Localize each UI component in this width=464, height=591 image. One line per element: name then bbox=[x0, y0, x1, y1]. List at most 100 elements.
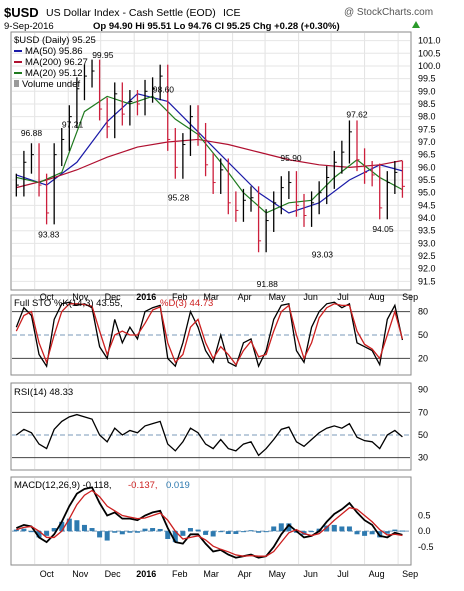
macd-histogram-bar bbox=[36, 531, 42, 538]
price-y-tick-label: 93.0 bbox=[418, 238, 436, 248]
x-tick-label: Jun bbox=[303, 292, 318, 302]
price-y-tick-label: 99.0 bbox=[418, 86, 436, 96]
macd-histogram-bar bbox=[59, 521, 65, 532]
macd-histogram-bar bbox=[263, 531, 269, 533]
x-tick-label: Dec bbox=[105, 292, 122, 302]
macd-histogram-bar bbox=[13, 529, 19, 532]
macd-histogram-bar bbox=[218, 531, 224, 533]
macd-histogram-bar bbox=[331, 524, 337, 532]
sto-legend-label: %D(3) 44.73 bbox=[160, 298, 213, 309]
macd-histogram-bar bbox=[392, 529, 398, 532]
macd-histogram-bar bbox=[180, 531, 186, 536]
series-layer bbox=[13, 59, 405, 559]
macd-histogram-bar bbox=[354, 531, 360, 535]
x-tick-label: Feb bbox=[172, 292, 188, 302]
volume-legend-swatch bbox=[14, 80, 19, 87]
price-y-tick-label: 91.5 bbox=[418, 276, 436, 286]
macd-histogram-bar bbox=[134, 531, 140, 533]
price-annotation: 95.28 bbox=[168, 193, 190, 203]
macd-histogram-bar bbox=[89, 528, 95, 532]
stochastic-y-tick-label: 20 bbox=[418, 353, 428, 363]
macd-histogram-bar bbox=[324, 525, 330, 532]
macd-histogram-bar bbox=[150, 528, 156, 532]
x-tick-label: May bbox=[269, 569, 287, 579]
macd-series-line bbox=[15, 486, 403, 559]
price-legend-label: Volume undef bbox=[22, 79, 80, 90]
macd-histogram-bar bbox=[309, 531, 315, 533]
sto-legend-label: Full STO %K(14,3) 43.55, bbox=[14, 298, 123, 309]
macd-histogram-bar bbox=[225, 531, 231, 534]
rsi-y-tick-label: 90 bbox=[418, 385, 428, 395]
macd-y-tick-label: 0.0 bbox=[418, 526, 431, 536]
macd-histogram-bar bbox=[271, 526, 277, 532]
x-tick-label: Jul bbox=[337, 569, 349, 579]
macd-y-tick-label: -0.5 bbox=[418, 542, 434, 552]
macd-histogram-bar bbox=[21, 528, 27, 532]
x-tick-label: Mar bbox=[203, 569, 219, 579]
x-tick-label: Feb bbox=[172, 569, 188, 579]
x-tick-label: Dec bbox=[105, 569, 122, 579]
price-y-tick-label: 93.5 bbox=[418, 226, 436, 236]
quote-line: Op 94.90 Hi 95.51 Lo 94.76 Cl 95.25 Chg … bbox=[93, 21, 340, 32]
macd-histogram-bar bbox=[278, 523, 284, 532]
stochastic-y-tick-label: 50 bbox=[418, 330, 428, 340]
price-legend-label: $USD (Daily) 95.25 bbox=[14, 35, 96, 46]
macd-histogram-bar bbox=[142, 528, 148, 532]
x-tick-label: Mar bbox=[203, 292, 219, 302]
macd-histogram-bar bbox=[384, 531, 390, 534]
ma-line-ma20 bbox=[16, 95, 403, 214]
rsi-y-tick-label: 50 bbox=[418, 430, 428, 440]
macd-histogram-bar bbox=[233, 531, 239, 534]
macd-histogram-bar bbox=[362, 531, 368, 536]
x-tick-label: Jun bbox=[303, 569, 318, 579]
price-y-tick-label: 100.0 bbox=[418, 61, 441, 71]
macd-legend-label: 0.019 bbox=[166, 480, 190, 491]
x-tick-label: Apr bbox=[238, 292, 252, 302]
stochastic-series-line bbox=[15, 303, 404, 366]
rsi-y-tick-label: 30 bbox=[418, 453, 428, 463]
price-annotation: 95.90 bbox=[280, 153, 302, 163]
macd-histogram-bar bbox=[339, 526, 345, 532]
watermark: @ StockCharts.com bbox=[344, 7, 433, 18]
x-tick-label: Sep bbox=[402, 569, 418, 579]
rsi-y-tick-label: 70 bbox=[418, 407, 428, 417]
macd-histogram-bar bbox=[119, 531, 125, 535]
x-tick-label: May bbox=[269, 292, 287, 302]
macd-series-line bbox=[16, 489, 403, 557]
date-label: 9-Sep-2016 bbox=[4, 21, 54, 32]
macd-histogram-bar bbox=[127, 531, 133, 533]
price-legend-label: MA(50) 95.86 bbox=[25, 46, 83, 57]
price-annotation: 97.62 bbox=[346, 109, 368, 119]
macd-histogram-bar bbox=[399, 530, 405, 532]
price-y-tick-label: 94.5 bbox=[418, 200, 436, 210]
instrument-name: US Dollar Index - Cash Settle (EOD) bbox=[46, 7, 216, 19]
macd-histogram-bar bbox=[97, 531, 103, 538]
rsi-legend-label: RSI(14) 48.33 bbox=[14, 387, 73, 398]
macd-histogram-bar bbox=[256, 531, 262, 533]
macd-histogram-bar bbox=[248, 530, 254, 532]
macd-histogram-bar bbox=[44, 531, 50, 536]
macd-histogram-bar bbox=[104, 531, 110, 541]
macd-legend-label: MACD(12,26,9) -0.118, bbox=[14, 480, 112, 491]
x-tick-label: 2016 bbox=[136, 292, 156, 302]
macd-histogram-bar bbox=[165, 531, 171, 539]
price-annotation: 96.88 bbox=[21, 128, 43, 138]
price-y-tick-label: 96.0 bbox=[418, 162, 436, 172]
up-arrow-icon bbox=[412, 21, 420, 28]
exchange-label: ICE bbox=[223, 7, 241, 19]
macd-histogram-bar bbox=[210, 531, 216, 537]
price-annotation: 98.60 bbox=[153, 84, 175, 94]
price-y-tick-label: 97.5 bbox=[418, 124, 436, 134]
price-y-tick-label: 92.0 bbox=[418, 264, 436, 274]
macd-histogram-bar bbox=[74, 520, 80, 532]
price-annotation: 97.21 bbox=[62, 120, 84, 130]
price-y-tick-label: 98.0 bbox=[418, 112, 436, 122]
price-annotation: 91.88 bbox=[257, 279, 279, 289]
macd-histogram-bar bbox=[195, 529, 201, 532]
macd-histogram-bar bbox=[66, 518, 72, 532]
price-y-tick-label: 94.0 bbox=[418, 213, 436, 223]
price-annotation: 93.83 bbox=[38, 229, 60, 239]
macd-histogram-bar bbox=[346, 526, 352, 532]
price-y-tick-label: 100.5 bbox=[418, 48, 441, 58]
